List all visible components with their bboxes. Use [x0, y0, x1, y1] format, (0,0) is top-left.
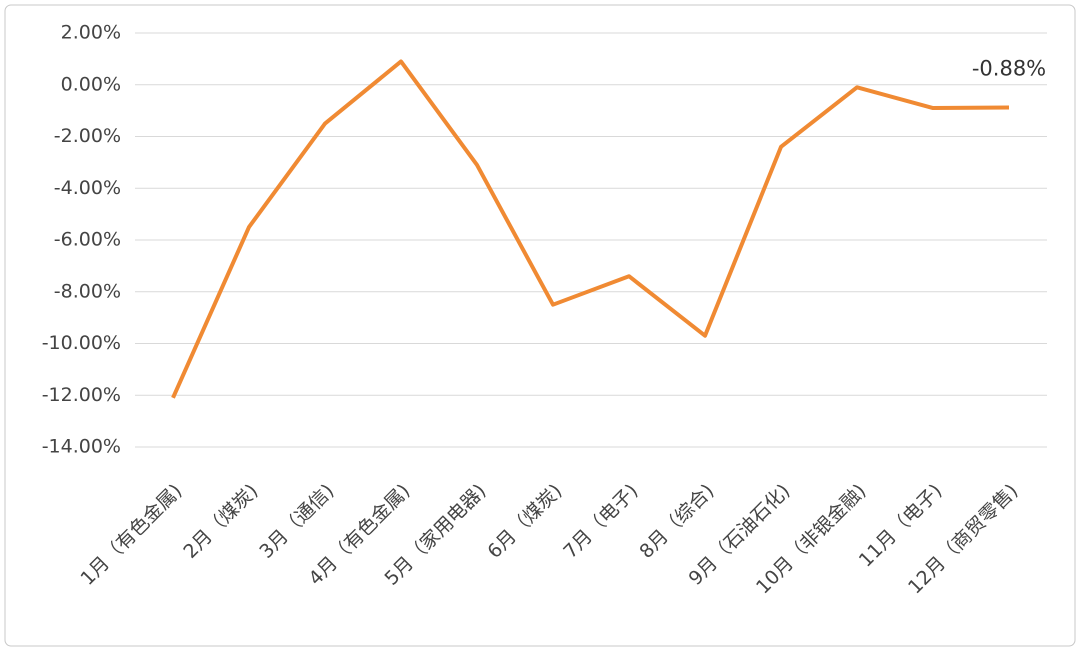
line [171, 59, 1010, 399]
y-tick-label: -14.00% [42, 436, 121, 458]
y-tick-label: -6.00% [54, 229, 121, 251]
y-tick-label: -8.00% [54, 280, 121, 302]
y-tick-label: -4.00% [54, 177, 121, 199]
y-tick-label: -10.00% [42, 332, 121, 354]
y-tick-label: -12.00% [42, 384, 121, 406]
frame [4, 4, 1076, 647]
y-tick-label: -2.00% [54, 125, 121, 147]
y-tick-label: 2.00% [61, 22, 121, 44]
y-tick-label: 0.00% [61, 73, 121, 95]
data-label: -0.88% [972, 57, 1046, 81]
